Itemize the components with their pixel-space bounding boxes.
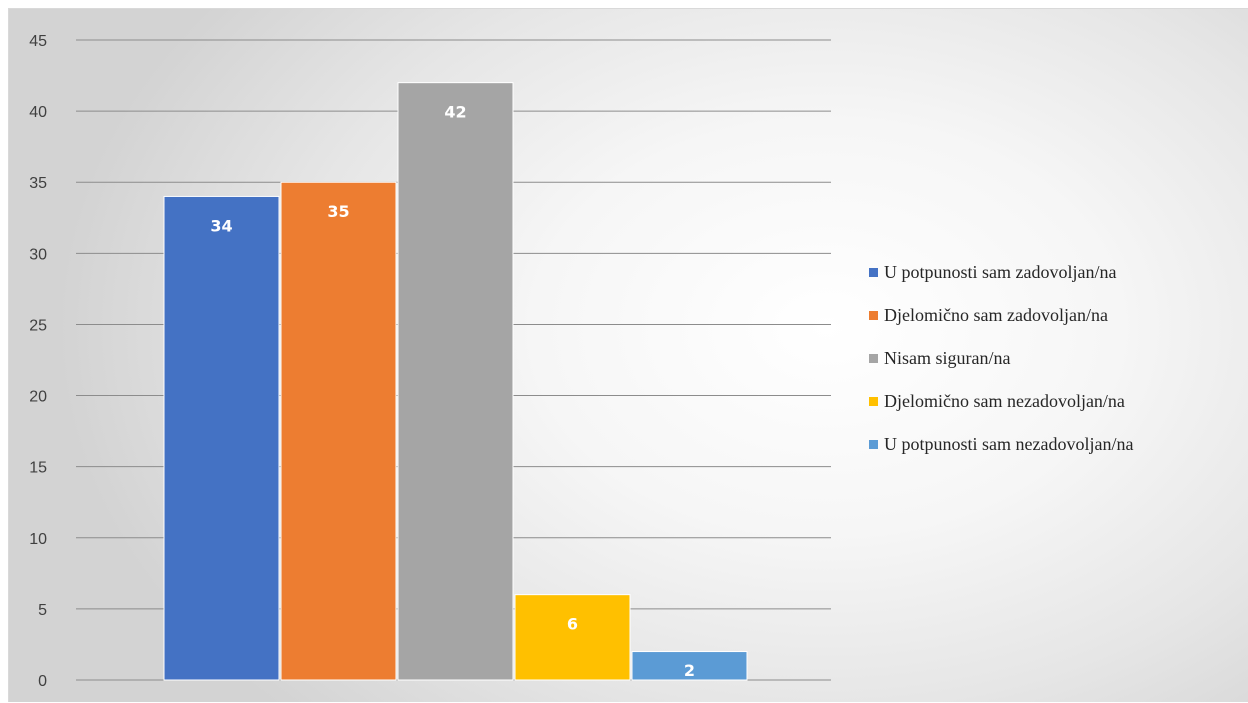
legend-label: Djelomično sam zadovoljan/na bbox=[884, 305, 1108, 325]
legend-item: Djelomično sam nezadovoljan/na bbox=[869, 390, 1133, 413]
y-tick-label: 10 bbox=[29, 531, 47, 548]
y-tick-label: 5 bbox=[38, 602, 47, 619]
legend-label: U potpunosti sam zadovoljan/na bbox=[884, 262, 1117, 282]
data-label-3: 42 bbox=[444, 103, 466, 122]
bars bbox=[163, 82, 748, 681]
legend-item: U potpunosti sam zadovoljan/na bbox=[869, 261, 1133, 284]
legend-swatch bbox=[869, 397, 878, 406]
data-label-1: 34 bbox=[210, 216, 232, 235]
bar-4 bbox=[514, 594, 631, 681]
legend-swatch bbox=[869, 311, 878, 320]
data-label-2: 35 bbox=[327, 202, 349, 221]
legend-swatch bbox=[869, 440, 878, 449]
y-tick-label: 45 bbox=[29, 33, 47, 50]
legend-item: Nisam siguran/na bbox=[869, 347, 1133, 370]
data-labels: 34 35 42 6 2 bbox=[210, 103, 695, 680]
chart-container: 0 5 10 15 20 25 30 35 40 45 34 35 42 6 2 U potpunosti… bbox=[8, 8, 1248, 702]
bar-3 bbox=[397, 82, 514, 681]
y-tick-label: 30 bbox=[29, 246, 47, 263]
legend: U potpunosti sam zadovoljan/na Djelomično… bbox=[869, 261, 1133, 476]
y-tick-label: 25 bbox=[29, 317, 47, 334]
y-tick-label: 20 bbox=[29, 389, 47, 406]
legend-item: U potpunosti sam nezadovoljan/na bbox=[869, 433, 1133, 456]
legend-label: Djelomično sam nezadovoljan/na bbox=[884, 391, 1125, 411]
legend-label: U potpunosti sam nezadovoljan/na bbox=[884, 434, 1134, 454]
y-tick-label: 35 bbox=[29, 175, 47, 192]
y-tick-label: 40 bbox=[29, 104, 47, 121]
bar-1 bbox=[163, 195, 280, 681]
y-axis-ticks: 0 5 10 15 20 25 30 35 40 45 bbox=[29, 33, 47, 690]
bar-2 bbox=[280, 181, 397, 681]
bar-chart: 0 5 10 15 20 25 30 35 40 45 34 35 42 6 2 bbox=[29, 33, 831, 690]
legend-label: Nisam siguran/na bbox=[884, 348, 1011, 368]
data-label-4: 6 bbox=[567, 615, 578, 634]
y-tick-label: 0 bbox=[38, 673, 47, 690]
y-tick-label: 15 bbox=[29, 460, 47, 477]
legend-swatch bbox=[869, 268, 878, 277]
data-label-5: 2 bbox=[684, 661, 695, 680]
bar-5 bbox=[631, 651, 748, 681]
legend-item: Djelomično sam zadovoljan/na bbox=[869, 304, 1133, 327]
legend-swatch bbox=[869, 354, 878, 363]
